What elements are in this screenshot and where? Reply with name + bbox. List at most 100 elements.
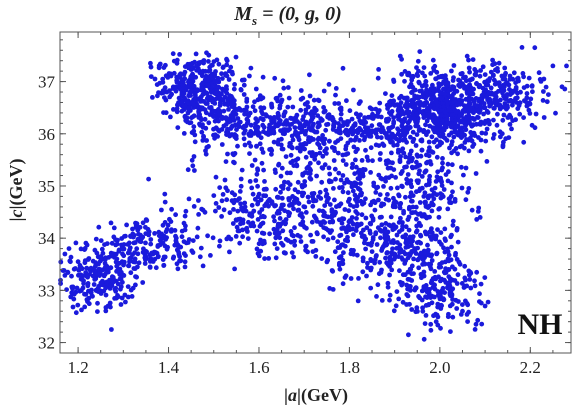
- scatter-point: [417, 162, 423, 168]
- scatter-point: [356, 101, 362, 106]
- scatter-point: [447, 286, 452, 292]
- scatter-point: [461, 172, 466, 178]
- scatter-point: [119, 242, 124, 248]
- scatter-point: [233, 54, 239, 60]
- scatter-point: [406, 206, 412, 212]
- scatter-point: [381, 184, 386, 189]
- scatter-point: [213, 125, 219, 131]
- scatter-point: [62, 273, 68, 278]
- scatter-point: [227, 93, 233, 99]
- scatter-point: [316, 160, 321, 166]
- scatter-point: [199, 206, 205, 212]
- scatter-point: [310, 128, 316, 134]
- scatter-point: [442, 91, 447, 96]
- scatter-point: [526, 75, 532, 81]
- scatter-point: [117, 268, 122, 274]
- scatter-point: [394, 289, 400, 294]
- scatter-point: [406, 332, 411, 338]
- scatter-point: [398, 100, 404, 106]
- scatter-point: [306, 139, 312, 145]
- scatter-point: [449, 301, 455, 307]
- nh-annotation: NH: [518, 308, 563, 341]
- scatter-point: [471, 116, 476, 121]
- x-tick-label: 1.8: [339, 358, 360, 377]
- scatter-point: [320, 133, 325, 138]
- scatter-point: [197, 60, 203, 65]
- scatter-point: [390, 246, 395, 252]
- scatter-point: [285, 85, 291, 90]
- scatter-point: [403, 154, 408, 160]
- scatter-point: [263, 186, 269, 192]
- scatter-point: [449, 180, 454, 186]
- scatter-point: [450, 314, 456, 320]
- scatter-point: [148, 241, 154, 247]
- scatter-point: [411, 104, 417, 110]
- scatter-point: [405, 255, 411, 261]
- scatter-point: [235, 208, 241, 214]
- scatter-point: [242, 111, 248, 117]
- scatter-point: [315, 113, 321, 118]
- scatter-point: [352, 137, 358, 143]
- scatter-point: [466, 268, 472, 274]
- scatter-point: [269, 118, 274, 124]
- scatter-point: [78, 276, 84, 282]
- scatter-point: [387, 272, 392, 278]
- scatter-point: [132, 266, 138, 271]
- scatter-point: [235, 143, 240, 149]
- scatter-point: [378, 151, 383, 156]
- scatter-point: [224, 84, 229, 89]
- scatter-point: [404, 139, 409, 145]
- scatter-point: [391, 99, 396, 104]
- scatter-point: [161, 234, 167, 240]
- scatter-point: [275, 98, 280, 104]
- scatter-point: [368, 258, 374, 264]
- scatter-point: [407, 234, 413, 240]
- scatter-point: [281, 85, 287, 91]
- scatter-point: [185, 167, 191, 173]
- scatter-point: [481, 111, 486, 117]
- scatter-point: [226, 107, 231, 112]
- scatter-point: [438, 91, 444, 96]
- scatter-point: [212, 82, 218, 88]
- scatter-point: [383, 196, 389, 202]
- scatter-point: [176, 252, 182, 257]
- scatter-point: [438, 95, 443, 101]
- scatter-point: [395, 240, 400, 245]
- scatter-point: [321, 88, 327, 94]
- scatter-point: [58, 259, 64, 265]
- scatter-point: [139, 235, 145, 241]
- scatter-point: [450, 84, 455, 90]
- scatter-point: [448, 124, 454, 129]
- scatter-point: [425, 106, 430, 111]
- scatter-point: [252, 157, 258, 163]
- scatter-point: [128, 233, 133, 239]
- scatter-point: [285, 186, 291, 192]
- scatter-point: [103, 285, 108, 291]
- scatter-point: [303, 210, 309, 215]
- scatter-point: [359, 132, 365, 138]
- scatter-point: [187, 82, 193, 88]
- scatter-point: [391, 222, 396, 228]
- scatter-point: [143, 257, 148, 263]
- scatter-point: [438, 306, 444, 311]
- scatter-point: [277, 216, 283, 221]
- scatter-point: [272, 167, 278, 173]
- scatter-point: [324, 146, 329, 152]
- scatter-point: [396, 106, 401, 111]
- x-axis-label: |a|(GeV): [284, 385, 348, 406]
- scatter-point: [163, 97, 169, 103]
- scatter-point: [521, 139, 527, 145]
- scatter-point: [390, 227, 396, 233]
- scatter-point: [327, 179, 332, 185]
- scatter-point: [192, 139, 198, 145]
- scatter-point: [351, 87, 356, 93]
- scatter-point: [202, 116, 208, 122]
- scatter-point: [429, 208, 435, 214]
- scatter-point: [203, 110, 209, 116]
- scatter-point: [103, 308, 109, 314]
- scatter-point: [283, 236, 289, 242]
- scatter-point: [292, 238, 297, 244]
- scatter-point: [409, 198, 415, 204]
- scatter-point: [444, 117, 450, 123]
- scatter-point: [183, 223, 188, 229]
